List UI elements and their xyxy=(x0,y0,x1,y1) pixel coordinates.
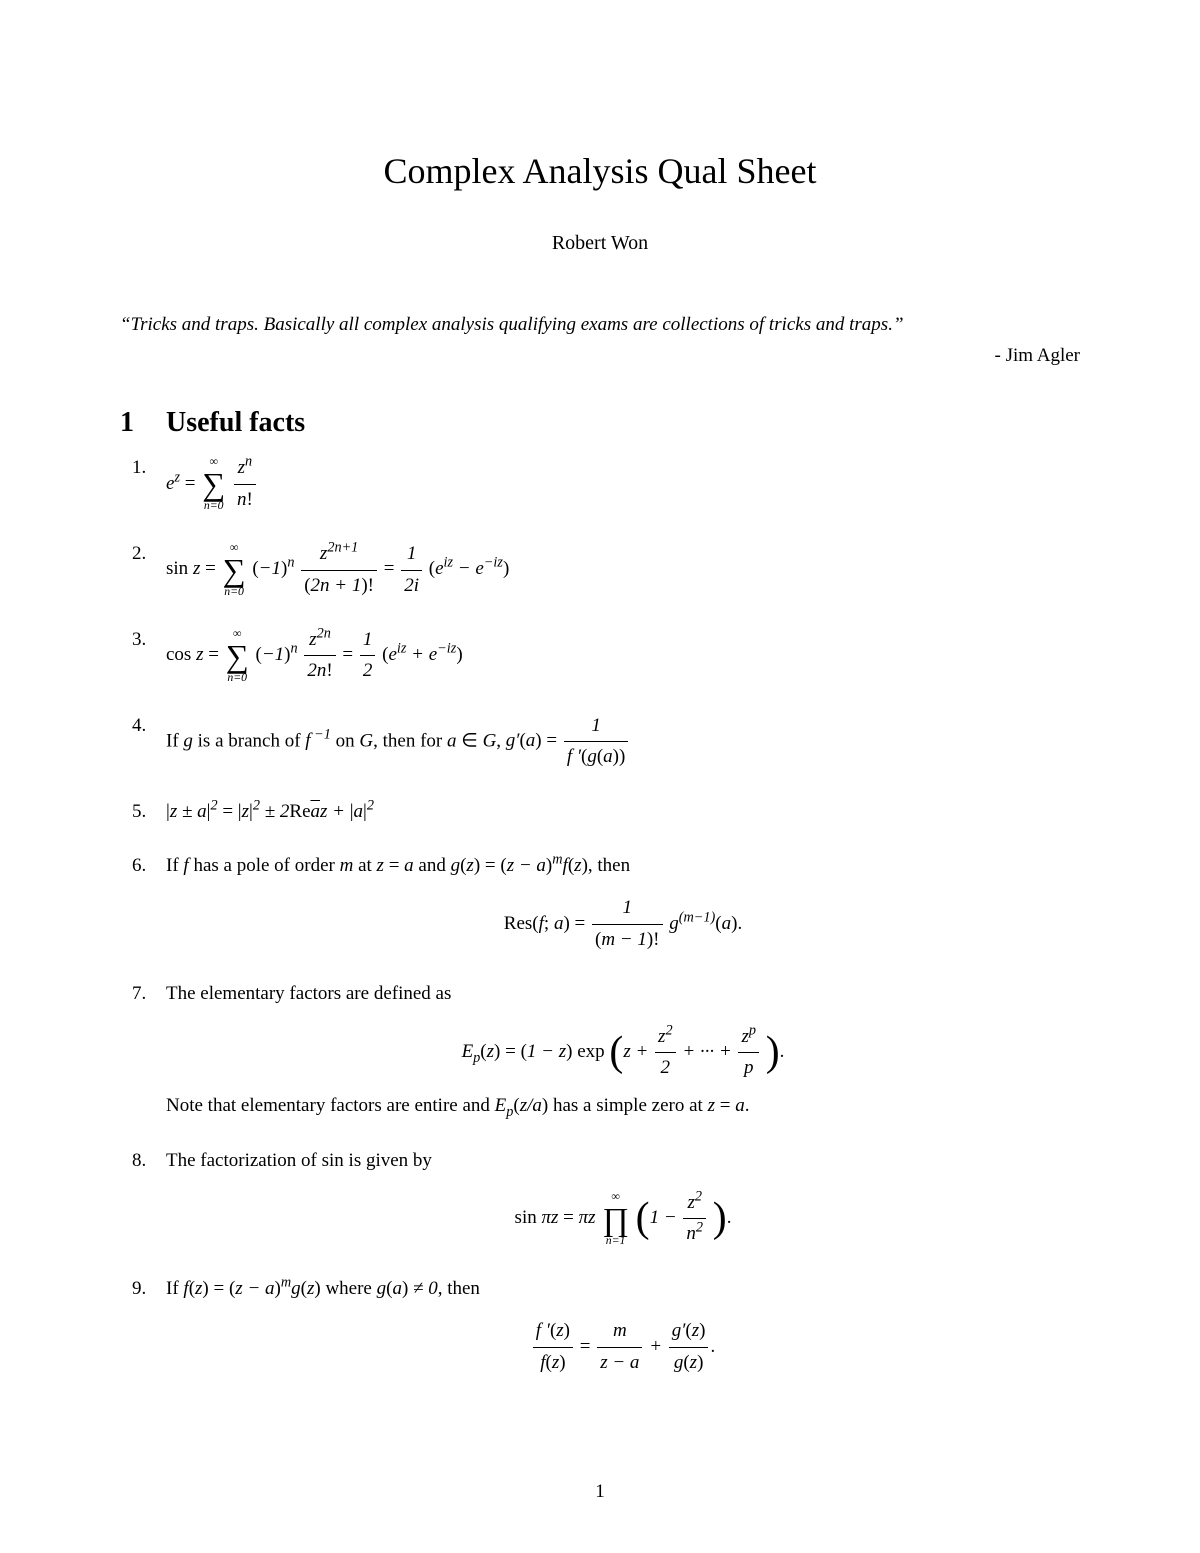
epigraph-quote: “Tricks and traps. Basically all complex… xyxy=(120,310,1080,339)
math-inline: sin z = ∞∑n=0 (−1)n z2n+1(2n + 1)! = 12i… xyxy=(166,558,509,579)
fact-1: ez = ∞∑n=0 znn! xyxy=(166,453,1080,515)
fact-9: If f(z) = (z − a)mg(z) where g(a) ≠ 0, t… xyxy=(166,1274,1080,1378)
text: If xyxy=(166,1278,183,1299)
fact-4: If g is a branch of f −1 on G, then for … xyxy=(166,711,1080,773)
math-inline: ez = ∞∑n=0 znn! xyxy=(166,473,258,494)
text: The elementary factors are defined as xyxy=(166,983,451,1004)
math-display: Ep(z) = (1 − z) exp (z + z22 + ··· + zpp… xyxy=(166,1022,1080,1084)
section-number: 1 xyxy=(120,407,166,439)
text: , then for xyxy=(373,730,447,751)
fact-8: The factorization of sin is given by sin… xyxy=(166,1146,1080,1250)
epigraph-attribution: - Jim Agler xyxy=(120,345,1080,367)
document-title: Complex Analysis Qual Sheet xyxy=(120,150,1080,192)
text: where xyxy=(321,1278,377,1299)
page-number: 1 xyxy=(0,1481,1200,1503)
text: Note that elementary factors are entire … xyxy=(166,1095,495,1116)
text: , then xyxy=(588,855,630,876)
fact-2: sin z = ∞∑n=0 (−1)n z2n+1(2n + 1)! = 12i… xyxy=(166,539,1080,601)
fact-7: The elementary factors are defined as Ep… xyxy=(166,979,1080,1122)
math-display: Res(f; a) = 1(m − 1)! g(m−1)(a). xyxy=(166,893,1080,955)
fact-6: If f has a pole of order m at z = a and … xyxy=(166,851,1080,955)
math-inline: cos z = ∞∑n=0 (−1)n z2n2n! = 12 (eiz + e… xyxy=(166,644,463,665)
text: at xyxy=(353,855,376,876)
text: on xyxy=(331,730,360,751)
text: is a branch of xyxy=(193,730,305,751)
section-title: Useful facts xyxy=(166,407,305,438)
math-display: f ′(z)f(z) = mz − a + g′(z)g(z). xyxy=(166,1316,1080,1378)
fact-5: |z ± a|2 = |z|2 ± 2Reaz + |a|2 xyxy=(166,797,1080,827)
text: The factorization of sin is given by xyxy=(166,1150,432,1171)
text: , then xyxy=(438,1278,480,1299)
text: and xyxy=(414,855,451,876)
section-heading: 1Useful facts xyxy=(120,407,1080,439)
math-inline: |z ± a|2 = |z|2 ± 2Reaz + |a|2 xyxy=(166,801,374,822)
page: Complex Analysis Qual Sheet Robert Won “… xyxy=(0,0,1200,1553)
math-display: sin πz = πz ∞∏n=1 (1 − z2n2 ). xyxy=(166,1188,1080,1250)
text: If xyxy=(166,730,183,751)
facts-list: ez = ∞∑n=0 znn! sin z = ∞∑n=0 (−1)n z2n+… xyxy=(120,453,1080,1378)
text: has a pole of order xyxy=(189,855,340,876)
document-author: Robert Won xyxy=(120,232,1080,255)
text: has a simple zero at xyxy=(548,1095,707,1116)
text: If xyxy=(166,855,183,876)
fact-3: cos z = ∞∑n=0 (−1)n z2n2n! = 12 (eiz + e… xyxy=(166,625,1080,687)
